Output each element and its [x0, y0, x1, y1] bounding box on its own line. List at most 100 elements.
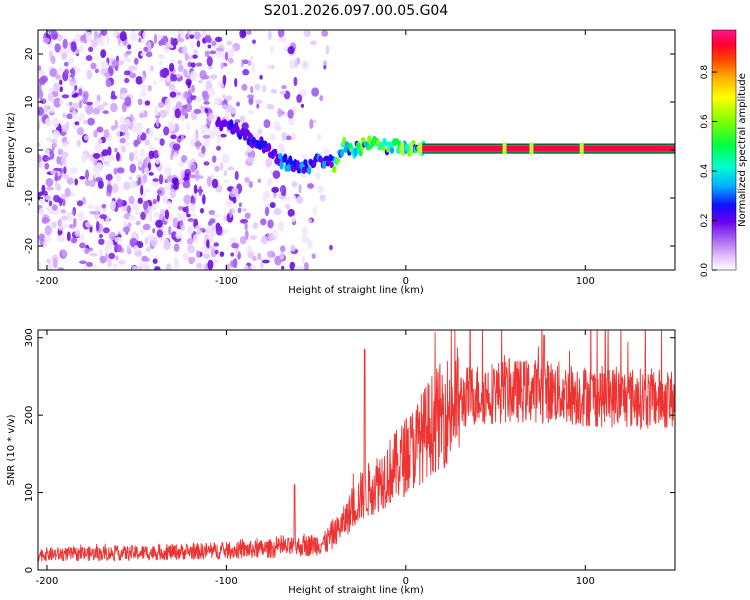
spectrogram-cell [110, 102, 118, 113]
spectrogram-cell [225, 200, 233, 207]
spectrogram-cell [125, 50, 132, 55]
spectrogram-cell [100, 49, 107, 59]
spectrogram-cell [38, 106, 45, 116]
spectrogram-cell [281, 131, 287, 141]
spectrogram-cell [140, 37, 146, 43]
spectrogram-cell [206, 224, 211, 232]
spectrogram-cell [71, 94, 78, 98]
spectrogram-cell [99, 214, 108, 220]
spectrogram-cell [319, 194, 326, 202]
spectrogram-cell [148, 212, 153, 222]
spectrogram-cell [73, 217, 77, 228]
spectrogram-cell [127, 222, 132, 229]
spectrogram-cell [242, 264, 249, 270]
spectrogram-cell [41, 184, 46, 194]
spectrogram-cell [82, 196, 87, 205]
spectrogram-cell [57, 237, 65, 242]
colorbar-tick-label: 0.8 [700, 65, 710, 80]
spectrogram-cell [187, 54, 193, 60]
spectrogram-cell [38, 70, 45, 75]
spectrogram-cell [280, 245, 286, 253]
spectrogram-cell [180, 106, 187, 116]
spectrogram-cell [219, 133, 227, 138]
spectrogram-cell [199, 124, 208, 135]
spectrogram-cell [63, 140, 70, 145]
spectrogram-cell [145, 167, 150, 175]
spectrogram-cell [311, 253, 316, 259]
y-tick-label: 300 [24, 328, 35, 347]
spectrogram-cell [57, 218, 62, 227]
spectrogram-cell [196, 262, 203, 269]
spectrogram-cell [257, 252, 262, 261]
spectrogram-cell [153, 81, 157, 86]
spectrogram-track-cell [322, 160, 327, 170]
spectrogram-cell [156, 229, 164, 238]
spectrogram-cell [254, 131, 258, 139]
spectrogram-cell [307, 183, 314, 189]
spectrogram-cell [263, 119, 271, 129]
spectrogram-cell [105, 253, 109, 262]
spectrogram-track-cell [389, 147, 395, 154]
spectrogram-track-cell [335, 157, 341, 164]
spectrogram-cell [131, 30, 136, 37]
spectrogram-cell [140, 132, 147, 141]
spectrogram-cell [133, 139, 139, 148]
spectrogram-cell [63, 136, 68, 143]
spectrogram-cell [266, 103, 275, 110]
spectrogram-cell [149, 205, 157, 211]
spectrogram-cell [139, 90, 147, 98]
spectrogram-cell [79, 175, 86, 180]
spectrogram-xlabel: Height of straight line (km) [288, 285, 424, 296]
spectrogram-cell [71, 110, 78, 120]
spectrogram-cell [134, 210, 141, 215]
spectrogram-track-cell [306, 166, 312, 175]
spectrogram-cell [222, 153, 230, 164]
spectrogram-cell [92, 265, 98, 269]
spectrogram-cell [85, 169, 90, 180]
spectrogram-cell [279, 251, 285, 260]
spectrogram-cell [119, 137, 126, 144]
spectrogram-cell [208, 65, 213, 70]
spectrogram-cell [269, 133, 276, 141]
spectrogram-cell [85, 221, 90, 228]
spectrogram-cell [286, 196, 290, 202]
spectrogram-cell [274, 125, 283, 132]
spectrogram-cell [149, 146, 157, 151]
spectrogram-cell [102, 101, 109, 107]
spectrogram-cell [105, 173, 113, 181]
spectrogram-cell [329, 244, 333, 251]
spectrogram-cell [69, 167, 77, 175]
spectrogram-cell [107, 258, 112, 268]
spectrogram-cell [128, 121, 133, 131]
spectrogram-cell [230, 252, 235, 257]
spectrogram-cell [187, 88, 192, 99]
spectrogram-cell [178, 205, 184, 211]
spectrogram-cell [183, 194, 192, 205]
spectrogram-cell [256, 103, 260, 109]
spectrogram-cell [214, 249, 219, 255]
spectrogram-cell [57, 267, 65, 270]
spectrogram-cell [137, 197, 143, 204]
spectrogram-cell [157, 34, 164, 39]
spectrogram-cell [166, 75, 171, 83]
carrier-blip [418, 142, 423, 155]
spectrogram-cell [207, 259, 214, 270]
spectrogram-cell [139, 112, 145, 119]
spectrogram-cell [207, 221, 213, 226]
spectrogram-cell [64, 187, 71, 198]
spectrogram-cell [293, 76, 298, 87]
spectrogram-cell [164, 209, 170, 220]
spectrogram-cell [208, 132, 216, 139]
spectrogram-cell [123, 181, 131, 191]
spectrogram-cell [323, 65, 327, 70]
spectrogram-track-cell [283, 153, 288, 163]
spectrogram-cell [54, 43, 61, 53]
spectrogram-cell [155, 219, 163, 228]
spectrogram-cell [113, 167, 118, 175]
figure-title: S201.2026.097.00.05.G04 [264, 3, 449, 19]
spectrogram-cell [158, 61, 163, 66]
spectrogram-cell [124, 77, 130, 84]
spectrogram-cell [110, 95, 118, 100]
spectrogram-cell [221, 52, 227, 61]
spectrogram-cell [115, 255, 119, 261]
